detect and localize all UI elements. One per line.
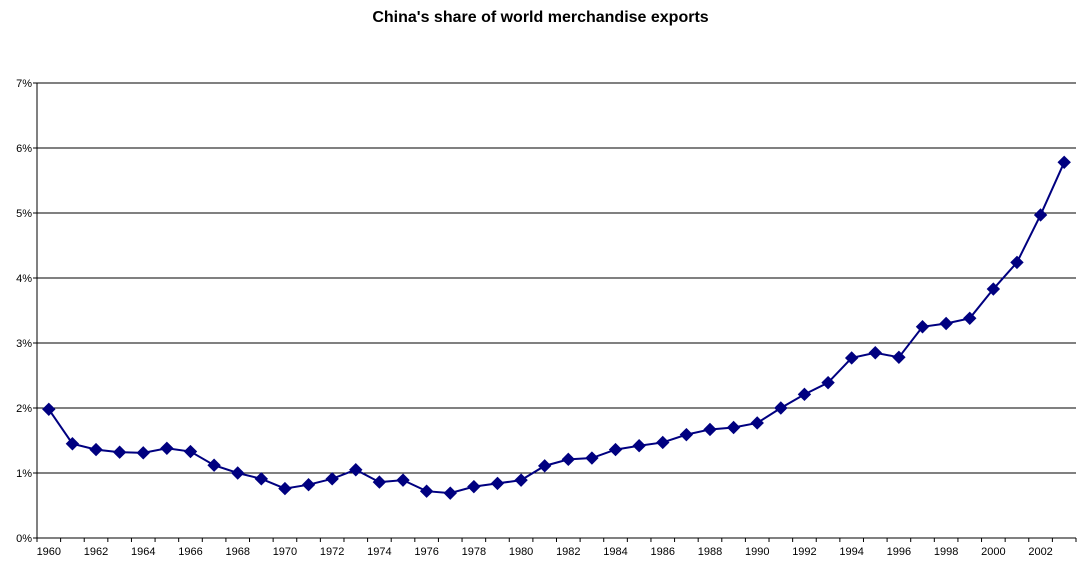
data-point [844, 351, 859, 365]
x-tick-label: 1988 [698, 546, 722, 558]
x-tick-label: 1968 [225, 546, 249, 558]
y-tick-label: 3% [16, 338, 32, 350]
data-point [89, 442, 103, 457]
data-point [963, 311, 977, 326]
data-point [561, 452, 576, 467]
data-point [325, 472, 339, 486]
series-line [47, 161, 1066, 495]
data-point [490, 476, 505, 491]
x-tick-label: 1998 [934, 546, 958, 558]
data-point [750, 416, 764, 430]
data-point [42, 402, 56, 417]
data-point [656, 435, 670, 450]
x-tick-label: 1970 [273, 546, 297, 558]
data-point [514, 473, 528, 487]
y-tick-label: 6% [16, 143, 32, 155]
data-point [537, 459, 552, 473]
data-point [183, 444, 198, 459]
data-point [1033, 208, 1048, 222]
x-tick-label: 1962 [84, 546, 108, 558]
data-point [774, 401, 788, 415]
data-point [467, 479, 481, 494]
data-point [278, 481, 292, 496]
data-point [632, 438, 646, 453]
x-tick-label: 2002 [1028, 546, 1052, 558]
x-tick-label: 1984 [603, 546, 627, 558]
data-point [585, 451, 599, 465]
x-tick-label: 2000 [981, 546, 1005, 558]
data-point [160, 441, 174, 456]
data-point [1057, 155, 1071, 170]
data-point [112, 445, 127, 459]
x-tick-label: 1960 [37, 546, 61, 558]
data-point [372, 475, 387, 489]
y-tick-label: 0% [16, 533, 32, 545]
data-point [821, 375, 835, 390]
x-tick-label: 1986 [651, 546, 675, 558]
x-tick-label: 1980 [509, 546, 533, 558]
data-point [349, 463, 363, 477]
x-tick-label: 1972 [320, 546, 344, 558]
data-point [396, 473, 410, 487]
data-point [254, 472, 269, 486]
data-point [136, 446, 150, 460]
data-point [65, 437, 80, 451]
x-tick-label: 1976 [414, 546, 438, 558]
x-tick-label: 1992 [792, 546, 816, 558]
data-point [207, 458, 221, 472]
data-point [301, 477, 316, 492]
data-point [1010, 255, 1024, 270]
x-tick-label: 1978 [462, 546, 486, 558]
y-tick-label: 2% [16, 403, 32, 415]
x-tick-label: 1990 [745, 546, 769, 558]
x-tick-label: 1994 [839, 546, 863, 558]
x-tick-label: 1996 [887, 546, 911, 558]
x-tick-label: 1964 [131, 546, 155, 558]
x-tick-label: 1974 [367, 546, 391, 558]
y-tick-label: 7% [16, 78, 32, 90]
data-point [443, 486, 457, 500]
data-point [703, 422, 717, 437]
y-tick-label: 1% [16, 468, 32, 480]
data-point [726, 420, 741, 435]
data-point [868, 346, 882, 360]
data-point [986, 282, 1001, 296]
x-tick-label: 1966 [178, 546, 202, 558]
chart-title: China's share of world merchandise expor… [372, 9, 709, 26]
data-point [419, 484, 434, 498]
data-point [608, 442, 623, 457]
data-point [892, 350, 906, 365]
data-point [915, 320, 930, 334]
x-tick-label: 1982 [556, 546, 580, 558]
data-point [231, 466, 245, 480]
data-point [939, 316, 953, 331]
y-tick-label: 5% [16, 208, 32, 220]
data-point [679, 427, 694, 442]
data-point [797, 387, 812, 402]
y-tick-label: 4% [16, 273, 32, 285]
